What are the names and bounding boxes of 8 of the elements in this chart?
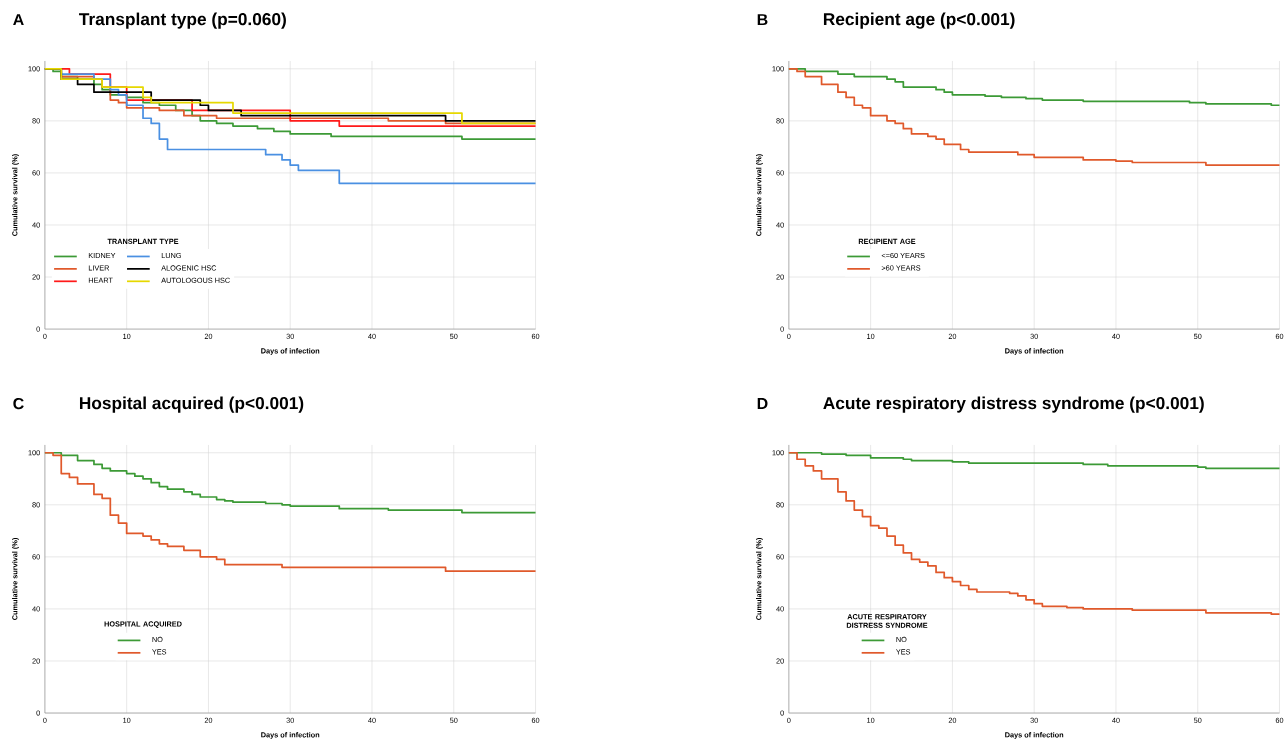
chart-title: Transplant type (p=0.060)	[79, 12, 286, 29]
text: A	[13, 14, 24, 26]
text: D	[757, 398, 768, 410]
chart-title: Hospital acquired (p<0.001)	[79, 396, 304, 413]
text: B	[757, 14, 768, 26]
chart-title: Recipient age (p<0.001)	[823, 12, 1015, 29]
text: C	[13, 397, 24, 410]
chart-title: Acute respiratory distress syndrome (p<0.001)	[823, 396, 1204, 413]
